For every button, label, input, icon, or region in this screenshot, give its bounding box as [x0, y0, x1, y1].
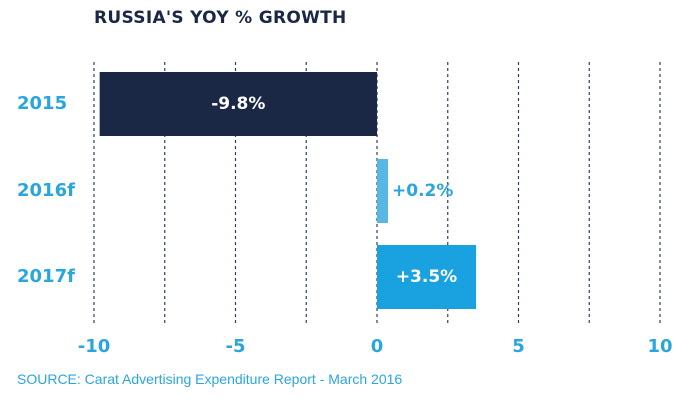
source-note: SOURCE: Carat Advertising Expenditure Re… — [17, 371, 403, 387]
x-tick-label: 10 — [647, 336, 672, 357]
category-label: 2015 — [17, 93, 67, 114]
x-tick-label: 5 — [512, 336, 525, 357]
x-tick-label: -5 — [226, 336, 246, 357]
x-tick-label: 0 — [371, 336, 384, 357]
bar — [99, 72, 377, 136]
bar — [377, 159, 388, 223]
value-label: -9.8% — [211, 94, 265, 114]
chart-title: RUSSIA'S YOY % GROWTH — [94, 8, 347, 28]
label-layer: -10 -5 0 5 10 2015 -9.8% 2016f +0.2% 2017f +3.5% — [17, 93, 673, 357]
x-tick-label: -10 — [78, 336, 111, 357]
value-label: +0.2% — [392, 181, 453, 201]
bar — [377, 245, 477, 309]
value-label: +3.5% — [396, 267, 457, 287]
category-label: 2016f — [17, 180, 75, 201]
category-label: 2017f — [17, 266, 75, 287]
bar-layer — [99, 72, 477, 309]
